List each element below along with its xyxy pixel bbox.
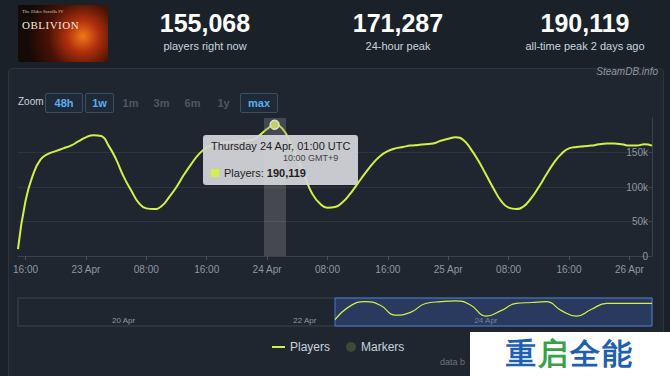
svg-text:26 Apr: 26 Apr: [615, 264, 645, 275]
html-text:1y: 1y: [217, 97, 230, 109]
html-text:10:00 GMT+9: 10:00 GMT+9: [283, 153, 339, 163]
svg-text:16:00: 16:00: [556, 264, 581, 275]
html-text:Zoom: Zoom: [18, 96, 44, 107]
svg-text:25 Apr: 25 Apr: [434, 264, 464, 275]
html-text:players right now: players right now: [163, 40, 247, 52]
html-text:all-time peak 2 days ago: all-time peak 2 days ago: [525, 40, 645, 52]
html-text:1m: 1m: [122, 97, 139, 109]
svg-text:08:00: 08:00: [134, 264, 159, 275]
html-text:1w: 1w: [92, 97, 107, 109]
html-text:OBLIVION: OBLIVION: [22, 19, 80, 31]
html-text:171,287: 171,287: [352, 9, 444, 37]
html-text:6m: 6m: [184, 97, 201, 109]
svg-text:50k: 50k: [632, 216, 649, 227]
html-text:SteamDB.info: SteamDB.info: [596, 66, 658, 77]
html-text:max: max: [248, 97, 270, 109]
html-text:重启全能: 重启全能: [506, 336, 634, 371]
html-text:190,119: 190,119: [540, 9, 630, 37]
html-text:data b: data b: [440, 357, 465, 367]
svg-text:0: 0: [642, 251, 648, 262]
svg-text:16:00: 16:00: [375, 264, 400, 275]
html-text:Markers: Markers: [361, 339, 405, 354]
html-text:Thursday 24 Apr, 01:00 UTC: Thursday 24 Apr, 01:00 UTC: [211, 140, 351, 152]
svg-text:16:00: 16:00: [194, 264, 219, 275]
html-text:Players: Players: [290, 339, 330, 354]
svg-text:24 Apr: 24 Apr: [253, 264, 283, 275]
svg-text:16:00: 16:00: [13, 264, 38, 275]
html-text:Players: 190,119: Players: 190,119: [224, 167, 306, 179]
svg-text:23 Apr: 23 Apr: [71, 264, 101, 275]
svg-text:22 Apr: 22 Apr: [293, 316, 316, 325]
svg-text:20 Apr: 20 Apr: [112, 316, 135, 325]
svg-text:08:00: 08:00: [496, 264, 521, 275]
html-text:155,068: 155,068: [159, 9, 251, 37]
svg-text:08:00: 08:00: [315, 264, 340, 275]
svg-text:150k: 150k: [626, 147, 649, 158]
html-text:24-hour peak: 24-hour peak: [365, 40, 431, 52]
html-text:3m: 3m: [153, 97, 170, 109]
svg-text:100k: 100k: [626, 182, 649, 193]
html-text:The Elder Scrolls IV: The Elder Scrolls IV: [22, 9, 64, 14]
html-text:48h: 48h: [54, 97, 74, 109]
